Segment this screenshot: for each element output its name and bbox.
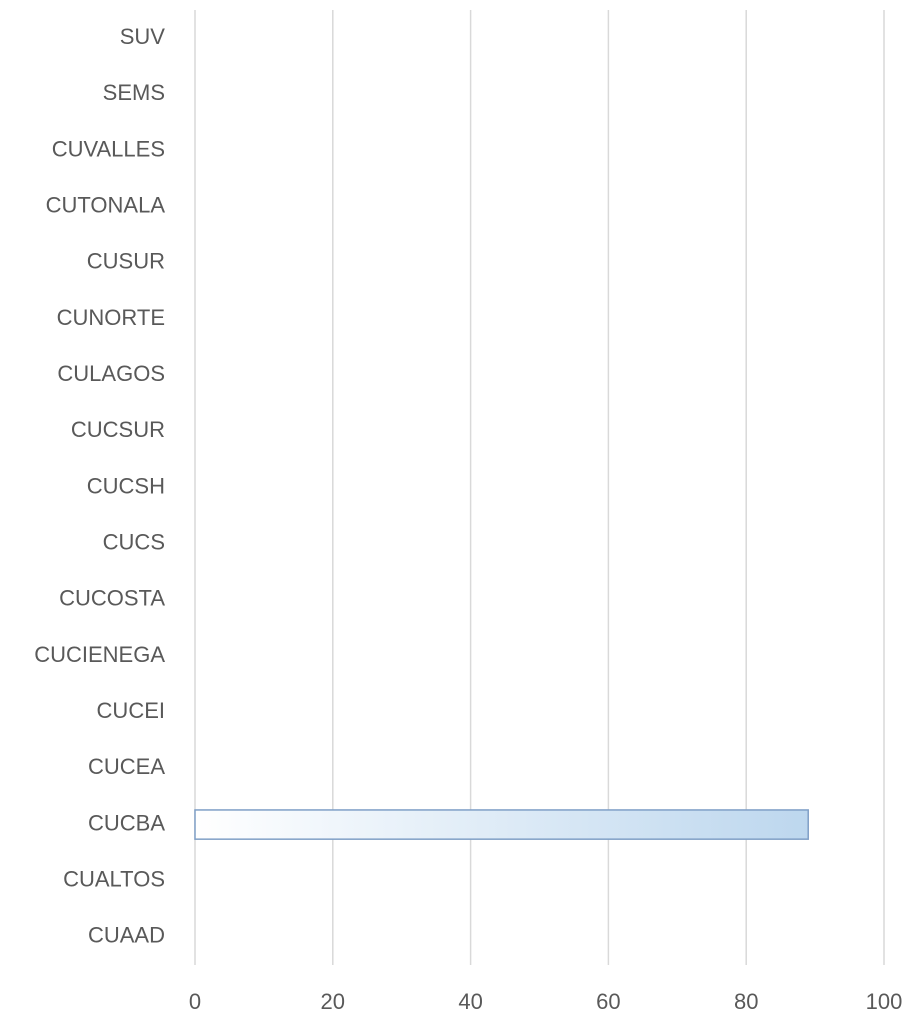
y-tick-label: CUCSH [87,473,165,498]
y-tick-label: CUTONALA [46,192,166,217]
y-tick-label: CUCBA [88,810,165,835]
y-tick-label: CUSUR [87,249,165,274]
x-tick-label: 60 [596,989,620,1014]
y-tick-label: CUCS [103,529,165,554]
y-tick-label: CUALTOS [63,867,165,892]
y-tick-label: CUCIENEGA [34,642,165,667]
bar [194,809,809,840]
y-tick-label: CUCEI [97,698,165,723]
y-tick-label: SEMS [103,80,165,105]
x-tick-label: 100 [866,989,903,1014]
y-tick-label: CUCEA [88,754,165,779]
y-tick-label: CUCSUR [71,417,165,442]
y-tick-label: CULAGOS [57,361,165,386]
y-tick-label: CUAAD [88,923,165,948]
y-tick-label: SUV [120,24,166,49]
x-tick-label: 20 [321,989,345,1014]
x-tick-label: 40 [458,989,482,1014]
y-tick-label: CUNORTE [57,305,165,330]
x-tick-label: 0 [189,989,201,1014]
y-tick-label: CUVALLES [52,136,165,161]
x-tick-label: 80 [734,989,758,1014]
y-tick-label: CUCOSTA [59,586,165,611]
